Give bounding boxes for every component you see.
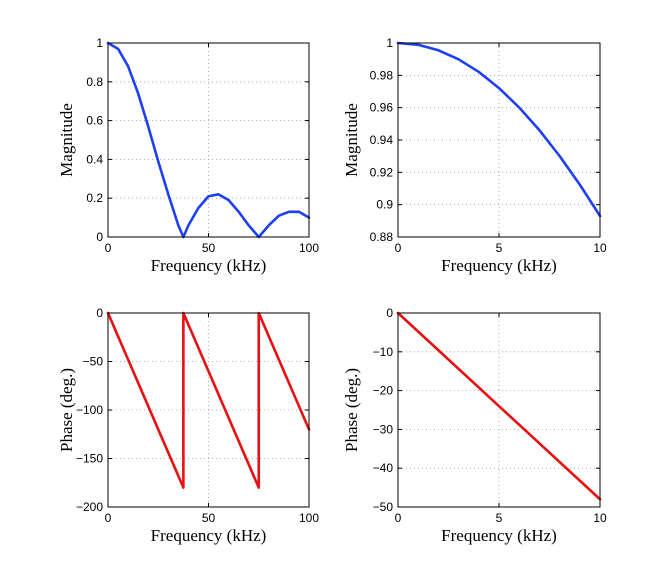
x-axis-label: Frequency (kHz): [151, 526, 267, 545]
y-tick-label: 0.4: [86, 152, 103, 166]
x-tick-label: 0: [395, 511, 402, 525]
x-tick-label: 0: [105, 511, 112, 525]
chart-panel-magnitude-zoom: 0 5 10 0.88 0.9 0.92 0.94 0.96 0.98 1 Frequency (k…: [342, 36, 607, 275]
x-tick-label: 5: [496, 511, 503, 525]
y-tick-label: −50: [373, 500, 394, 514]
y-tick-label: 0.88: [370, 230, 394, 244]
x-tick-label: 5: [496, 241, 503, 255]
y-tick-label: 0.6: [86, 114, 103, 128]
y-tick-label: −50: [83, 355, 104, 369]
y-tick-label: 0.92: [370, 165, 394, 179]
y-tick-label: 0.98: [370, 68, 394, 82]
series-line-phase: [106, 311, 311, 489]
chart-panel-phase-zoom: 0 5 10 −50 −40 −30 −20 −10 0 Frequency (kHz) Phase…: [342, 306, 607, 545]
y-tick-label: 1: [96, 36, 103, 50]
x-tick-label: 0: [395, 241, 402, 255]
x-tick-label: 100: [299, 241, 319, 255]
x-axis-label: Frequency (kHz): [441, 256, 557, 275]
y-tick-label: −40: [373, 461, 394, 475]
y-tick-label: 0: [96, 306, 103, 320]
y-tick-label: 0.96: [370, 101, 394, 115]
y-tick-label: 0.94: [370, 133, 394, 147]
y-tick-label: −10: [373, 345, 394, 359]
x-tick-label: 10: [593, 511, 607, 525]
y-axis-label: Phase (deg.): [342, 368, 361, 452]
y-axis-label: Magnitude: [57, 103, 76, 177]
y-tick-label: 0: [96, 230, 103, 244]
y-tick-label: −20: [373, 384, 394, 398]
series-line-magnitude: [396, 41, 602, 218]
y-tick-label: −200: [76, 500, 103, 514]
y-tick-label: 0: [386, 306, 393, 320]
y-tick-label: 0.2: [86, 191, 103, 205]
x-axis-label: Frequency (kHz): [441, 526, 557, 545]
x-tick-label: 50: [202, 511, 216, 525]
x-tick-label: 10: [593, 241, 607, 255]
series-line-phase: [396, 311, 602, 501]
y-tick-label: −30: [373, 422, 394, 436]
y-tick-label: 0.9: [376, 198, 393, 212]
y-axis-label: Magnitude: [342, 103, 361, 177]
y-tick-label: −100: [76, 403, 103, 417]
x-tick-label: 100: [299, 511, 319, 525]
series-line-magnitude: [106, 41, 311, 239]
x-tick-label: 0: [105, 241, 112, 255]
chart-panel-magnitude-wide: 0 50 100 0 0.2 0.4 0.6 0.8 1 Frequency (kHz) Magni…: [57, 36, 319, 275]
y-tick-label: 1: [386, 36, 393, 50]
y-tick-label: −150: [76, 452, 103, 466]
x-axis-label: Frequency (kHz): [151, 256, 267, 275]
chart-panel-phase-wide: 0 50 100 −200 −150 −100 −50 0 Frequency (kHz) Pha…: [57, 306, 319, 545]
y-axis-label: Phase (deg.): [57, 368, 76, 452]
y-tick-label: 0.8: [86, 75, 103, 89]
x-tick-label: 50: [202, 241, 216, 255]
